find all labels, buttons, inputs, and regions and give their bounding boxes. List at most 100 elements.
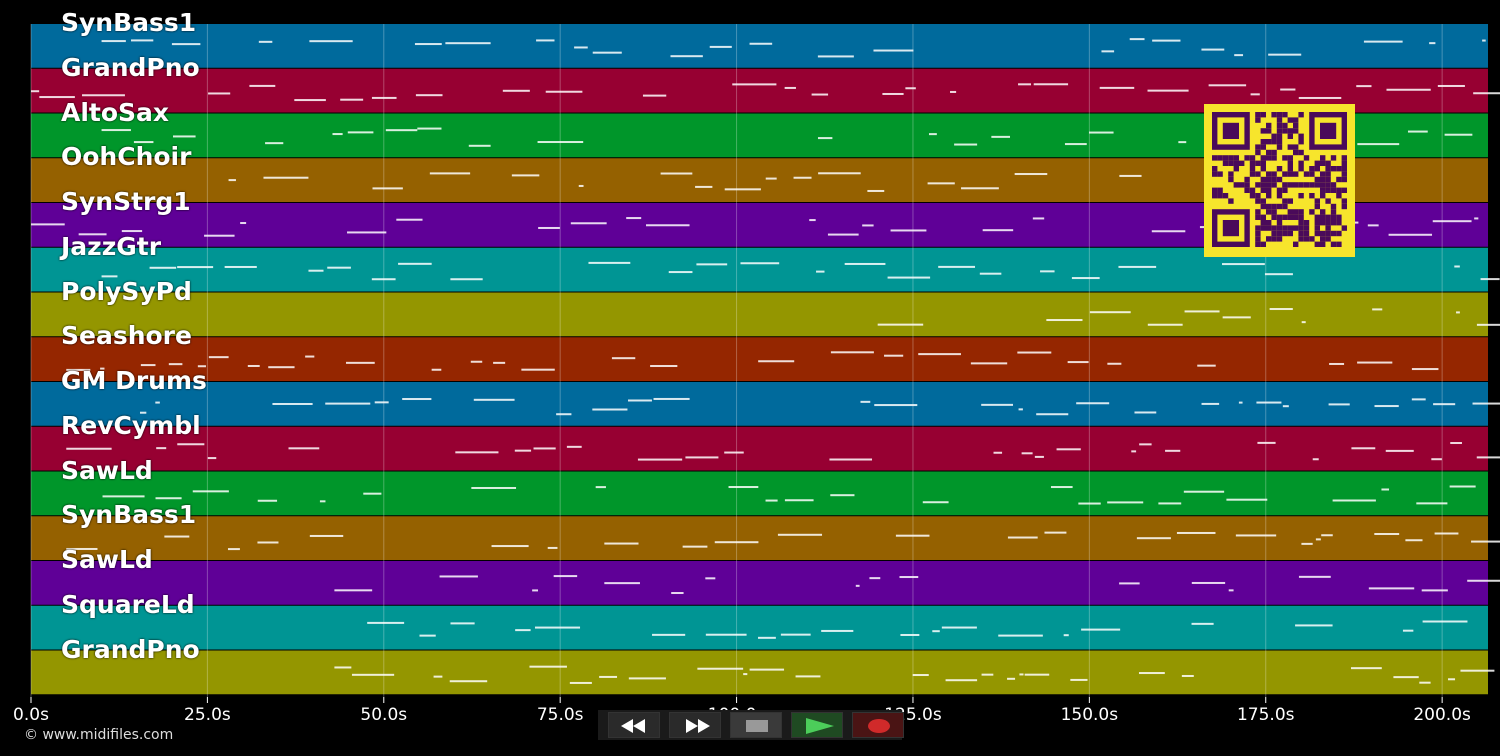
note <box>347 131 374 134</box>
play-icon <box>806 718 834 734</box>
note <box>439 575 478 578</box>
note <box>637 458 683 461</box>
note <box>149 266 177 269</box>
note <box>532 589 539 592</box>
note <box>671 592 684 595</box>
note <box>695 185 713 188</box>
rewind-button[interactable] <box>608 712 660 738</box>
track-name: RevCymbl <box>61 410 201 440</box>
note <box>1282 405 1289 408</box>
note <box>82 94 125 97</box>
note <box>922 501 949 504</box>
note <box>1222 263 1265 266</box>
note <box>1471 540 1500 543</box>
note <box>697 667 744 670</box>
note <box>502 89 530 92</box>
note <box>1315 538 1321 541</box>
play-button[interactable] <box>791 712 843 738</box>
note <box>78 233 107 236</box>
note <box>795 675 821 678</box>
note <box>1238 401 1243 404</box>
note <box>334 666 352 669</box>
note <box>1467 579 1500 582</box>
note <box>1033 83 1069 86</box>
note <box>1018 408 1023 411</box>
note <box>1374 533 1400 536</box>
note <box>309 534 344 537</box>
note <box>950 90 957 93</box>
note <box>604 582 640 585</box>
track-lane <box>31 516 1488 560</box>
note <box>1444 133 1473 136</box>
note <box>1147 89 1189 92</box>
note <box>705 633 747 636</box>
note <box>156 447 167 450</box>
tick-label: 50.0s <box>360 705 408 725</box>
fast-forward-button[interactable] <box>669 712 721 738</box>
note <box>1433 403 1456 406</box>
track-name: GrandPno <box>61 52 200 82</box>
note <box>784 86 796 89</box>
note <box>642 94 667 97</box>
note <box>450 622 475 625</box>
note <box>429 172 471 175</box>
note <box>533 447 556 450</box>
note <box>1298 575 1331 578</box>
note <box>168 363 183 366</box>
note <box>1411 398 1426 401</box>
note <box>1119 174 1142 177</box>
note <box>827 233 859 236</box>
note <box>1298 96 1342 99</box>
track-lane <box>31 471 1488 516</box>
note <box>1416 502 1448 505</box>
note <box>765 499 778 502</box>
note <box>309 40 353 43</box>
note <box>626 217 642 220</box>
note <box>758 636 776 639</box>
note <box>1402 629 1414 632</box>
note <box>511 174 540 177</box>
note <box>1078 502 1101 505</box>
note <box>1118 265 1157 268</box>
note <box>1032 217 1045 220</box>
note <box>928 133 937 136</box>
note <box>1405 539 1423 542</box>
note <box>1368 587 1415 590</box>
note <box>1329 362 1345 365</box>
record-button[interactable] <box>852 712 904 738</box>
note <box>1136 537 1171 540</box>
note <box>1138 672 1165 675</box>
tick-label: 0.0s <box>13 705 49 725</box>
note <box>155 401 160 404</box>
note <box>1119 582 1140 585</box>
note <box>363 492 382 495</box>
note <box>1431 458 1442 461</box>
tick-label: 75.0s <box>536 705 584 725</box>
note <box>1482 39 1486 42</box>
note <box>294 99 326 102</box>
note <box>1432 220 1472 223</box>
note <box>208 356 229 359</box>
note <box>547 546 558 549</box>
note <box>899 576 919 579</box>
note <box>1046 319 1083 322</box>
note <box>371 278 396 281</box>
note <box>1332 499 1376 502</box>
note <box>101 275 118 278</box>
note <box>445 42 491 45</box>
note <box>1076 402 1110 405</box>
note <box>1014 173 1048 176</box>
note <box>970 362 1008 365</box>
note <box>1034 455 1044 458</box>
note <box>1321 534 1333 537</box>
note <box>1381 488 1390 491</box>
note <box>319 500 326 503</box>
note <box>1208 84 1247 87</box>
note <box>272 402 313 405</box>
note <box>450 278 483 281</box>
note <box>1191 622 1214 625</box>
note <box>1429 42 1436 45</box>
note <box>529 665 567 668</box>
track-name: OohChoir <box>61 142 192 172</box>
stop-button[interactable] <box>730 712 782 738</box>
